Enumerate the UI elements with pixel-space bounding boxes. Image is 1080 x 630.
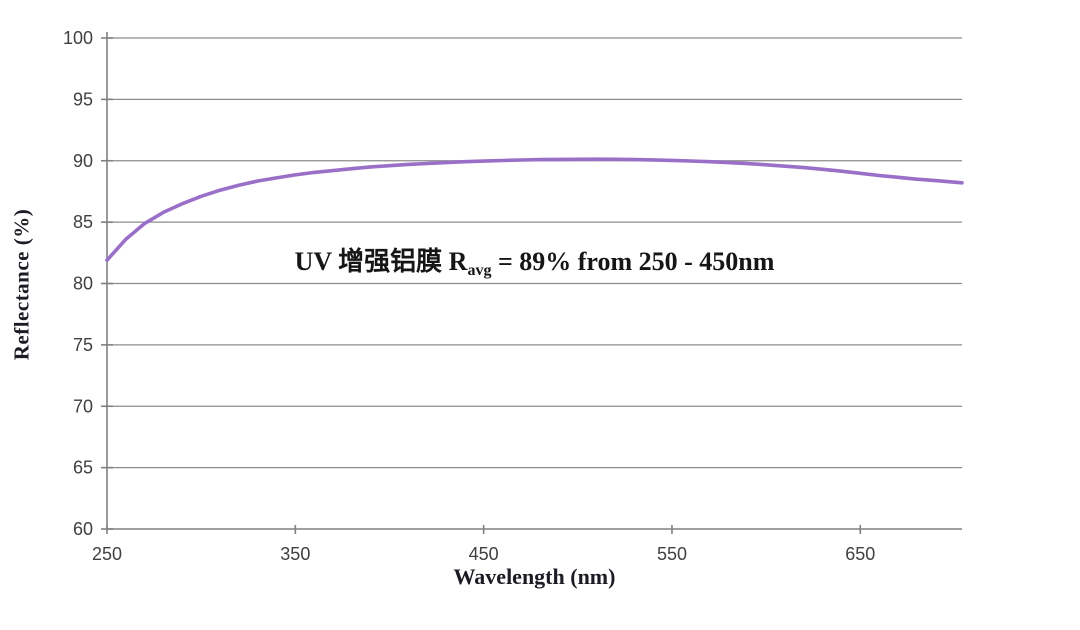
x-tick-label: 550: [657, 544, 687, 564]
y-axis-title: Reflectance (%): [9, 208, 34, 361]
y-tick-label: 80: [73, 274, 93, 294]
x-tick-label: 450: [469, 544, 499, 564]
y-tick-label: 95: [73, 89, 93, 109]
reflectance-curve: [105, 157, 964, 263]
y-tick-label: 60: [73, 519, 93, 539]
chart-annotation: UV 增强铝膜 Ravg = 89% from 250 - 450nm: [107, 241, 962, 279]
x-tick-label: 650: [845, 544, 875, 564]
x-axis-title: Wavelength (nm): [453, 564, 616, 589]
y-tick-label: 85: [73, 212, 93, 232]
y-tick-label: 90: [73, 151, 93, 171]
annotation-prefix: UV 增强铝膜 R: [294, 247, 468, 276]
x-tick-label: 350: [280, 544, 310, 564]
y-tick-label: 70: [73, 396, 93, 416]
x-tick-label: 250: [92, 544, 122, 564]
y-tick-label: 75: [73, 335, 93, 355]
y-tick-label: 65: [73, 458, 93, 478]
y-tick-label: 100: [63, 28, 93, 48]
annotation-suffix: = 89% from 250 - 450nm: [491, 247, 775, 276]
annotation-subscript: avg: [467, 262, 492, 279]
